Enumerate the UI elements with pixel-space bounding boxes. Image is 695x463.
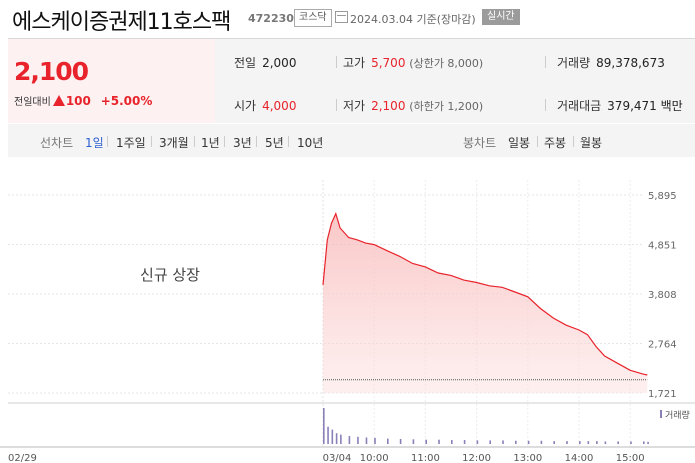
- stat-open: 시가 4,000: [234, 99, 297, 113]
- volume-bar: [412, 439, 415, 444]
- tab-monthly-candle[interactable]: 월봉: [580, 136, 603, 150]
- change-amount: 100: [65, 94, 91, 108]
- volume-bar: [527, 440, 530, 444]
- tab-daily-candle[interactable]: 일봉: [508, 136, 531, 150]
- y-tick-label: 5,895: [648, 191, 677, 202]
- volume-bar: [399, 438, 402, 444]
- volume-bar: [348, 436, 351, 444]
- volume-bar: [630, 441, 632, 444]
- volume-bar: [604, 441, 607, 444]
- tab-1week[interactable]: 1주일: [116, 136, 146, 150]
- x-tick-label: 10:00: [360, 453, 389, 463]
- stat-high: 고가 5,700 (상한가 8,000): [343, 56, 484, 70]
- volume-bar: [387, 438, 389, 444]
- y-tick-label: 1,721: [648, 389, 677, 400]
- tab-5year[interactable]: 5년: [265, 136, 284, 150]
- volume-bar: [502, 440, 504, 444]
- volume-bar: [566, 441, 568, 444]
- volume-bar: [515, 440, 517, 444]
- price-box: 2,100 전일대비 100 +5.00%: [8, 39, 215, 123]
- x-tick-label: 15:00: [616, 453, 645, 463]
- volume-legend-label: 거래량: [665, 409, 690, 421]
- tab-3year[interactable]: 3년: [233, 136, 252, 150]
- stats-panel: 전일 2,000 고가 5,700 (상한가 8,000) 거래량 89,378,67…: [215, 39, 695, 123]
- volume-bar: [489, 440, 491, 444]
- line-chart-label: 선차트: [40, 136, 74, 150]
- current-price: 2,100: [14, 57, 89, 86]
- tab-10year[interactable]: 10년: [297, 136, 324, 150]
- volume-bar: [365, 437, 368, 444]
- x-tick-label: 12:00: [462, 453, 491, 463]
- volume-bar: [335, 433, 338, 444]
- y-tick-label: 4,851: [648, 241, 677, 252]
- calendar-icon: [335, 11, 348, 23]
- x-tick-label: 13:00: [513, 453, 542, 463]
- candle-chart-label: 봉차트: [463, 136, 497, 150]
- x-tick-label: 11:00: [411, 453, 440, 463]
- volume-bar: [438, 439, 440, 444]
- stat-prev-close: 전일 2,000: [234, 56, 297, 70]
- x-tick-label: 02/29: [8, 453, 37, 463]
- price-area: [323, 213, 648, 393]
- new-listing-annotation: 신규 상장: [140, 266, 200, 284]
- volume-bar: [596, 441, 598, 444]
- x-tick-label: 03/04: [323, 453, 352, 463]
- change-percent: +5.00%: [100, 94, 153, 108]
- volume-bar: [374, 437, 376, 444]
- change-label: 전일대비: [14, 97, 51, 108]
- volume-bar: [323, 408, 325, 444]
- tab-1day[interactable]: 1일: [85, 136, 104, 150]
- volume-legend-swatch: [660, 410, 662, 418]
- market-badge: 코스닥: [294, 9, 332, 27]
- volume-bar: [643, 441, 645, 444]
- y-tick-label: 3,808: [648, 290, 677, 301]
- tab-1year[interactable]: 1년: [201, 136, 220, 150]
- volume-bar: [357, 436, 359, 444]
- volume-bar: [425, 439, 427, 444]
- volume-bar: [647, 441, 649, 444]
- volume-bar: [327, 426, 329, 444]
- volume-bar: [340, 434, 342, 444]
- period-tabs: 선차트 1일 1주일 3개월 1년 3년 5년 10년 봉차트 일봉 주봉 월봉: [8, 124, 695, 157]
- y-tick-label: 2,764: [648, 340, 677, 351]
- volume-bar: [451, 440, 453, 444]
- stock-header: 에스케이증권제11호스팩 472230 코스닥 2024.03.04 기준(장마…: [0, 0, 695, 38]
- volume-bar: [617, 441, 619, 444]
- tab-3month[interactable]: 3개월: [159, 136, 189, 150]
- stock-name: 에스케이증권제11호스팩: [12, 10, 231, 35]
- volume-bar: [579, 441, 581, 444]
- stat-volume: 거래량 89,378,673: [557, 56, 665, 70]
- quote-date: 2024.03.04 기준(장마감): [350, 13, 476, 26]
- volume-bar: [463, 440, 466, 444]
- price-line: [322, 211, 648, 376]
- stat-amount: 거래대금 379,471 백만: [557, 99, 683, 113]
- tab-weekly-candle[interactable]: 주봉: [544, 136, 567, 150]
- volume-bar: [476, 440, 479, 444]
- volume-bar: [331, 429, 334, 444]
- realtime-button[interactable]: 실시간: [482, 9, 520, 25]
- x-tick-label: 14:00: [565, 453, 594, 463]
- divider: [8, 38, 695, 39]
- up-arrow-icon: [52, 95, 65, 106]
- stock-code: 472230: [248, 12, 294, 25]
- stat-low: 저가 2,100 (하한가 1,200): [343, 99, 484, 113]
- volume-bar: [553, 441, 555, 444]
- volume-bar: [540, 440, 543, 444]
- volume-bar: [587, 441, 590, 444]
- price-change: 전일대비 100 +5.00%: [14, 93, 152, 108]
